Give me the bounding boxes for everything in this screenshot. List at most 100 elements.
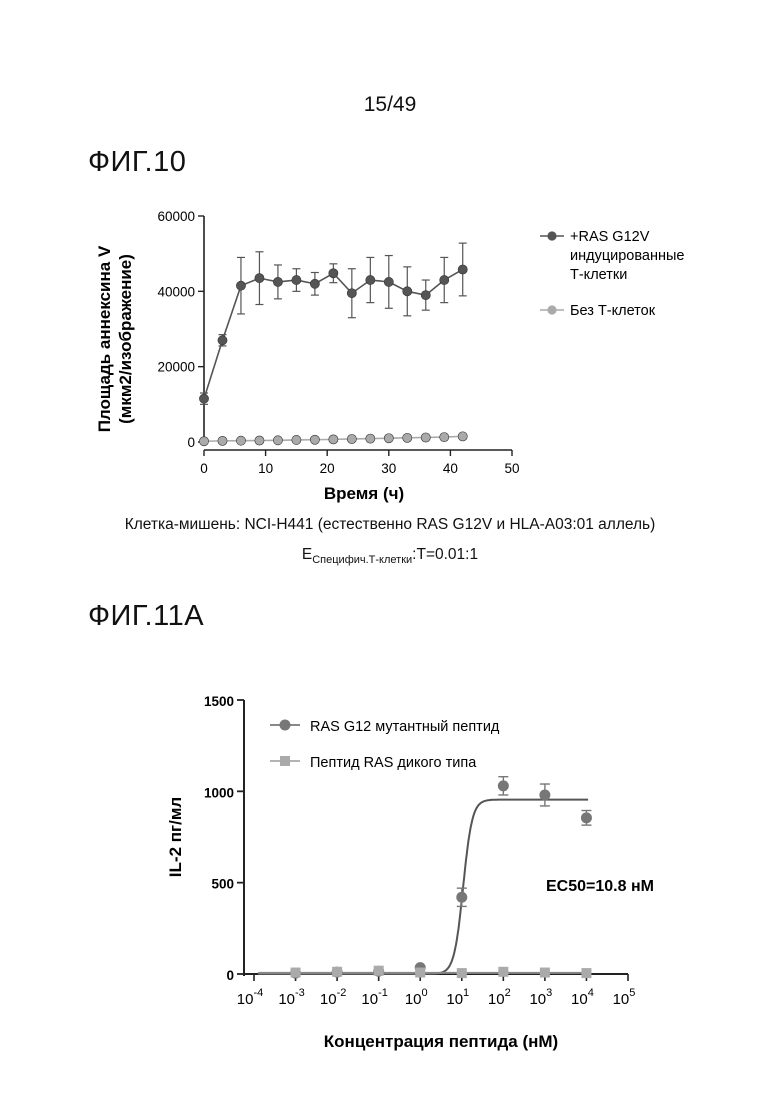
series-1-point (540, 968, 550, 978)
series-0-point (440, 275, 449, 284)
series-1-point (403, 433, 412, 442)
series-1-point (366, 434, 375, 443)
y-tick-label: 0 (226, 968, 234, 983)
series-0-point (384, 277, 393, 286)
series-1-point (347, 434, 356, 443)
series-0-point (292, 275, 301, 284)
legend-1-swatch (280, 756, 290, 766)
x-tick-exponent: 1 (463, 987, 469, 999)
y-axis-title: IL-2 пг/мл (166, 797, 185, 877)
x-tick-label: 10-3 (278, 987, 304, 1008)
x-tick-label: 100 (405, 987, 428, 1008)
legend-0-swatch (280, 720, 291, 731)
series-0-point (458, 265, 467, 274)
x-tick-exponent: 0 (422, 987, 428, 999)
x-tick-label: 10 (258, 461, 273, 476)
y-tick-label: 60000 (157, 209, 195, 224)
series-0-point (366, 275, 375, 284)
series-1-point (273, 436, 282, 445)
series-0-point (347, 289, 356, 298)
y-tick-label: 1500 (204, 694, 234, 709)
y-tick-label: 0 (187, 435, 195, 450)
x-tick-base: 10 (405, 991, 422, 1008)
mutant-fit-curve (258, 800, 588, 974)
y-tick-label: 1000 (204, 785, 234, 800)
x-axis-title: Концентрация пептида (нМ) (324, 1032, 558, 1051)
series-1-point (458, 432, 467, 441)
x-tick-exponent: 5 (629, 987, 635, 999)
series-0-point (539, 789, 550, 800)
series-0-point (218, 336, 227, 345)
series-1-point (199, 437, 208, 446)
series-0-point (421, 291, 430, 300)
series-1-point (384, 434, 393, 443)
x-tick-exponent: -1 (378, 987, 388, 999)
series-1-point (291, 968, 301, 978)
legend-0-label: +RAS G12V индуцированные Т-клетки (570, 229, 684, 283)
x-tick-exponent: 2 (505, 987, 511, 999)
series-1-point (415, 968, 425, 978)
x-tick-label: 10-2 (320, 987, 346, 1008)
series-0-point (273, 277, 282, 286)
series-0-point (255, 274, 264, 283)
series-1-point (457, 968, 467, 978)
series-1-point (218, 436, 227, 445)
y-tick-label: 500 (211, 877, 234, 892)
x-tick-label: 50 (504, 461, 519, 476)
legend-1-swatch (547, 305, 556, 314)
x-tick-base: 10 (361, 991, 378, 1008)
series-1-point (292, 435, 301, 444)
series-1-point (310, 435, 319, 444)
series-1-point (374, 966, 384, 976)
legend-0-label: RAS G12 мутантный пептид (310, 719, 500, 735)
x-tick-exponent: -2 (337, 987, 347, 999)
legend-0-line3: Т-клетки (570, 267, 627, 283)
series-0-point (199, 394, 208, 403)
x-tick-label: 30 (381, 461, 396, 476)
il2-dose-response-chart: 05001000150010-410-310-210-1100101102103… (166, 694, 654, 1051)
x-tick-base: 10 (278, 991, 295, 1008)
series-0-point (236, 281, 245, 290)
series-1-point (255, 436, 264, 445)
legend-1-label: Пептид RAS дикого типа (310, 755, 477, 771)
y-axis-title-line2: (мкм2/изображение) (116, 254, 135, 424)
x-tick-label: 40 (443, 461, 458, 476)
x-tick-label: 0 (200, 461, 208, 476)
y-tick-label: 40000 (157, 284, 195, 299)
x-tick-base: 10 (613, 991, 630, 1008)
series-0-point (456, 892, 467, 903)
legend-0-swatch (547, 231, 556, 240)
series-0-point (310, 279, 319, 288)
x-tick-base: 10 (529, 991, 546, 1008)
x-tick-label: 103 (529, 987, 552, 1008)
x-tick-label: 105 (613, 987, 636, 1008)
x-tick-label: 20 (320, 461, 335, 476)
series-1-point (421, 433, 430, 442)
series-0-point (581, 812, 592, 823)
series-0-point (403, 287, 412, 296)
series-0-point (329, 269, 338, 278)
series-1-point (581, 968, 591, 978)
ec50-annotation: EC50=10.8 нМ (546, 878, 654, 895)
series-1-point (236, 436, 245, 445)
series-1-point (498, 967, 508, 977)
x-tick-base: 10 (446, 991, 463, 1008)
x-tick-label: 102 (488, 987, 511, 1008)
y-axis-title: Площадь аннексина V(мкм2/изображение) (95, 245, 135, 432)
x-tick-exponent: -4 (253, 987, 263, 999)
x-tick-base: 10 (237, 991, 254, 1008)
annexin-time-chart: 020000400006000001020304050Время (ч)Площ… (95, 209, 684, 503)
series-0-point (498, 780, 509, 791)
x-tick-exponent: 3 (546, 987, 552, 999)
series-1-point (332, 967, 342, 977)
x-tick-exponent: -3 (295, 987, 305, 999)
legend-0-line1: +RAS G12V (570, 229, 650, 245)
x-tick-base: 10 (571, 991, 588, 1008)
legend-0-line2: индуцированные (570, 248, 684, 264)
series-1-point (440, 433, 449, 442)
y-axis-title-line1: Площадь аннексина V (95, 245, 114, 432)
y-tick-label: 20000 (157, 360, 195, 375)
x-tick-label: 10-1 (361, 987, 387, 1008)
series-1-point (329, 435, 338, 444)
